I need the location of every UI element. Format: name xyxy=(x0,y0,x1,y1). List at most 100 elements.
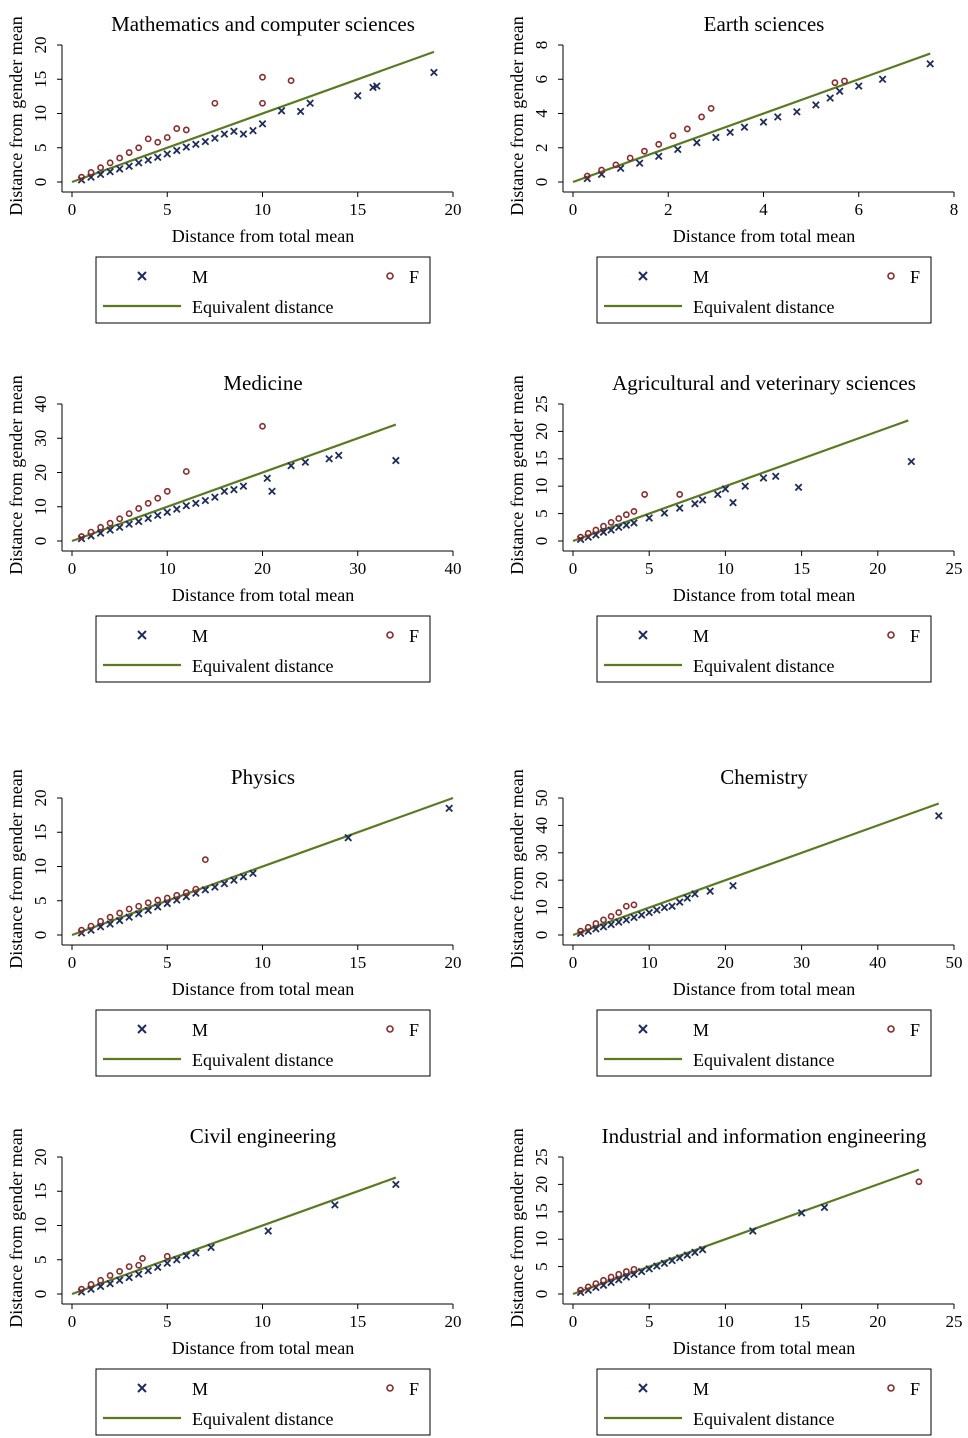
y-axis-label: Distance from gender mean xyxy=(507,1128,527,1327)
data-point-male xyxy=(277,106,286,115)
data-point-male xyxy=(301,458,310,467)
legend-female-marker xyxy=(386,272,394,280)
legend-line-label: Equivalent distance xyxy=(192,1050,333,1070)
data-point-female xyxy=(592,526,600,534)
y-tick-label: 50 xyxy=(532,790,551,807)
data-point-male xyxy=(675,1253,684,1262)
y-tick-label: 30 xyxy=(31,430,50,447)
data-point-male xyxy=(835,87,844,96)
x-tick-label: 15 xyxy=(793,1312,810,1331)
data-point-female xyxy=(612,161,620,169)
x-axis-label: Distance from total mean xyxy=(673,585,855,605)
y-tick-label: 15 xyxy=(31,824,50,841)
data-point-male xyxy=(325,454,334,463)
y-axis-label: Distance from gender mean xyxy=(6,769,26,968)
data-point-female xyxy=(106,159,114,167)
y-tick-label: 15 xyxy=(31,1183,50,1200)
data-point-female xyxy=(173,125,181,132)
chart-panel: Civil engineering 0 5 10 15 20 0 5 10 15 20 Distanc… xyxy=(6,1124,462,1436)
legend-box xyxy=(596,1368,932,1436)
equivalent-distance-line xyxy=(71,796,454,937)
chart-panel: Earth sciences 0 2 4 6 8 0 2 4 6 8 Distance from to… xyxy=(507,12,959,324)
data-point-male xyxy=(794,483,803,492)
x-tick-label: 0 xyxy=(569,953,578,972)
y-tick-label: 5 xyxy=(532,1262,551,1271)
legend-male-marker xyxy=(638,630,648,640)
data-point-male xyxy=(87,1285,95,1294)
x-tick-label: 20 xyxy=(445,200,462,219)
data-point-male xyxy=(263,474,272,483)
data-point-male xyxy=(748,1227,757,1235)
y-axis-label: Distance from gender mean xyxy=(6,375,26,574)
legend-male-label: M xyxy=(693,626,709,646)
data-point-male xyxy=(607,1278,615,1287)
data-point-female xyxy=(259,73,266,81)
data-point-female xyxy=(676,491,684,498)
data-point-male xyxy=(712,133,720,142)
y-tick-label: 5 xyxy=(31,144,50,153)
data-point-female xyxy=(125,510,133,517)
data-point-female xyxy=(106,1272,114,1279)
y-tick-label: 20 xyxy=(31,1149,50,1166)
data-point-male xyxy=(614,523,623,532)
y-tick-label: 10 xyxy=(31,105,50,122)
data-point-male xyxy=(106,526,114,534)
legend-male-label: M xyxy=(192,626,208,646)
data-point-female xyxy=(144,899,152,907)
data-point-female xyxy=(607,518,615,526)
data-point-male xyxy=(445,804,454,813)
data-point-male xyxy=(163,1259,172,1268)
data-point-male xyxy=(645,1264,654,1273)
data-point-male xyxy=(249,126,257,135)
y-axis-label: Distance from gender mean xyxy=(507,375,527,574)
data-point-female xyxy=(78,926,85,934)
data-point-male xyxy=(172,505,181,513)
data-point-male xyxy=(692,138,701,147)
data-point-female xyxy=(607,912,615,920)
legend-box xyxy=(95,615,431,683)
data-point-female xyxy=(97,523,104,531)
legend-male-label: M xyxy=(693,1379,709,1399)
y-tick-label: 0 xyxy=(532,537,551,546)
data-point-female xyxy=(577,927,585,935)
y-tick-label: 0 xyxy=(532,931,551,940)
chart-panel: Physics 0 5 10 15 20 0 5 10 15 20 Distance from tot… xyxy=(6,765,462,1077)
y-tick-label: 20 xyxy=(532,423,551,440)
data-point-female xyxy=(607,1273,615,1281)
data-point-male xyxy=(144,156,153,164)
x-tick-label: 25 xyxy=(946,559,963,578)
x-tick-label: 20 xyxy=(445,1312,462,1331)
data-point-female xyxy=(584,1283,592,1291)
x-tick-label: 20 xyxy=(717,953,734,972)
data-point-male xyxy=(675,898,684,906)
data-point-male xyxy=(96,922,105,931)
data-point-female xyxy=(163,894,171,902)
data-point-male xyxy=(172,896,181,904)
legend-box xyxy=(95,1368,431,1436)
legend-male-label: M xyxy=(693,267,709,287)
x-tick-label: 0 xyxy=(569,1312,578,1331)
legend-line-label: Equivalent distance xyxy=(693,656,834,676)
data-point-female xyxy=(641,147,648,155)
x-tick-label: 10 xyxy=(717,1312,734,1331)
chart-title: Medicine xyxy=(223,371,302,395)
data-point-male xyxy=(144,1266,153,1275)
y-tick-label: 25 xyxy=(532,396,551,413)
legend-male-label: M xyxy=(192,1379,208,1399)
legend-box xyxy=(596,256,932,324)
x-axis-label: Distance from total mean xyxy=(172,585,354,605)
x-tick-label: 5 xyxy=(163,200,172,219)
data-point-male xyxy=(599,922,608,931)
data-point-male xyxy=(691,890,699,898)
x-tick-label: 15 xyxy=(793,559,810,578)
data-point-male xyxy=(599,1281,608,1290)
x-tick-label: 8 xyxy=(950,200,959,219)
x-tick-label: 5 xyxy=(163,1312,172,1331)
data-point-female xyxy=(87,169,95,176)
data-point-female xyxy=(641,491,649,498)
data-point-male xyxy=(622,1273,631,1281)
data-point-male xyxy=(220,487,229,496)
data-point-male xyxy=(934,811,943,820)
data-point-male xyxy=(125,913,133,922)
y-tick-label: 10 xyxy=(532,1231,551,1248)
